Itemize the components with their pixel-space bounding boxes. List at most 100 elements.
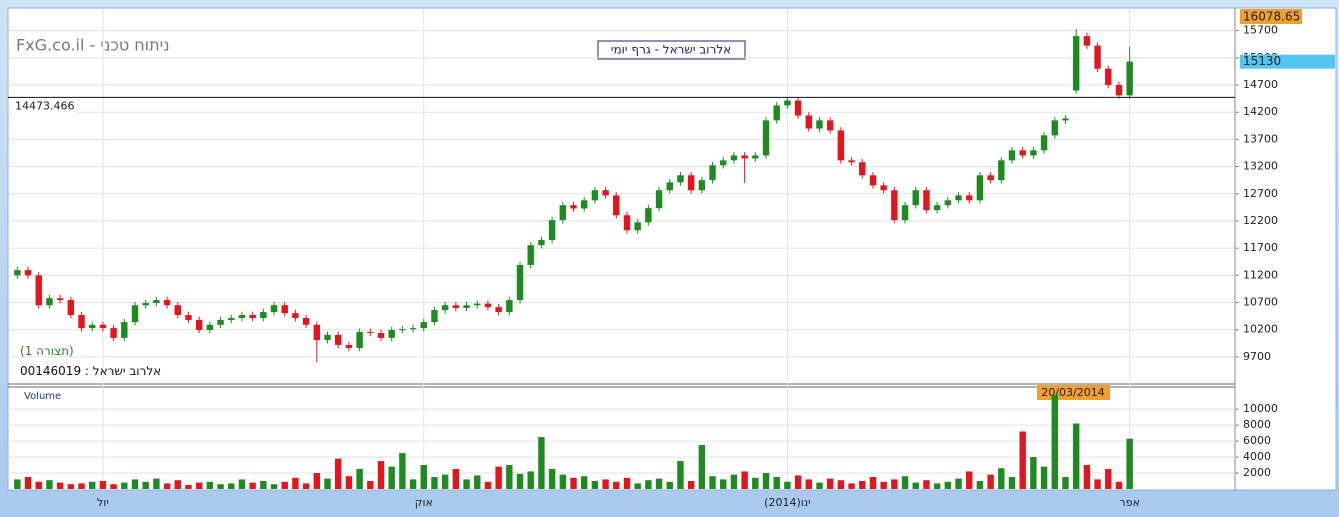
candle-body <box>1008 150 1016 161</box>
volume-bar <box>944 481 952 489</box>
candle-body <box>420 322 427 329</box>
volume-bar <box>1008 477 1016 489</box>
y-tick-label: 10200 <box>1243 323 1278 336</box>
candle-body <box>880 185 887 191</box>
candle-body <box>1072 36 1080 91</box>
volume-bar <box>912 482 919 489</box>
volume-bar <box>709 476 716 489</box>
reference-label-bg <box>12 99 76 114</box>
max-label: 16078.65 <box>1243 10 1300 24</box>
candle-body <box>409 328 417 330</box>
volume-bar <box>260 481 267 489</box>
volume-bar <box>431 477 438 489</box>
candle-body <box>848 160 855 163</box>
volume-bar <box>677 461 684 489</box>
candle-body <box>121 322 128 338</box>
volume-bar <box>976 481 984 489</box>
volume-bar <box>249 482 256 489</box>
candle-body <box>527 245 534 266</box>
volume-bar <box>238 479 246 489</box>
volume-bar <box>399 453 406 489</box>
volume-bar <box>313 473 321 489</box>
y-tick-label: 2000 <box>1243 466 1271 479</box>
candle-body <box>324 334 331 341</box>
volume-bar <box>56 482 64 489</box>
volume-bar <box>228 483 235 489</box>
volume-bar <box>206 481 214 489</box>
chart-title: FxG.co.il - ניתוח טכני <box>16 36 170 55</box>
candle-body <box>56 298 64 301</box>
candle-body <box>46 298 53 306</box>
volume-bar <box>1030 457 1037 489</box>
volume-bar <box>1051 394 1058 489</box>
volume-bar <box>666 481 673 489</box>
candle-body <box>634 222 641 231</box>
volume-bar <box>987 474 994 489</box>
candle-body <box>506 300 513 313</box>
x-tick-label: יול <box>97 496 109 509</box>
candle-body <box>720 160 727 166</box>
candle-body <box>805 115 813 129</box>
candle-body <box>484 303 492 308</box>
volume-label: Volume <box>24 391 61 402</box>
candle-body <box>741 155 748 159</box>
volume-bar <box>452 469 460 489</box>
volume-bar <box>441 474 449 489</box>
volume-bar <box>217 484 224 489</box>
volume-bar <box>559 474 567 489</box>
candle-body <box>912 190 919 206</box>
x-tick-label: (2014)ינו <box>764 496 810 509</box>
volume-bar <box>527 471 534 489</box>
volume-bar <box>720 479 727 489</box>
volume-bar <box>837 480 845 489</box>
candle-body <box>773 105 780 121</box>
volume-bar <box>933 483 941 489</box>
volume-bar <box>687 481 695 489</box>
candle-body <box>399 329 406 331</box>
candle-body <box>195 319 203 330</box>
candle-body <box>131 305 139 323</box>
candle-body <box>816 120 823 129</box>
candle-body <box>334 334 342 345</box>
volume-bar <box>345 476 353 489</box>
candle-body <box>185 315 192 320</box>
volume-bar <box>1126 438 1133 489</box>
volume-bar <box>891 479 898 489</box>
candle-body <box>24 270 32 276</box>
volume-bar <box>24 477 32 489</box>
candle-body <box>730 155 738 161</box>
candle-body <box>153 300 160 304</box>
panel <box>7 7 1337 491</box>
candle-body <box>356 331 363 348</box>
max-label-box <box>1240 9 1302 24</box>
volume-bar <box>302 483 310 489</box>
volume-bar <box>409 479 417 489</box>
candle-body <box>837 130 845 161</box>
candle-body <box>538 239 545 246</box>
y-tick-label: 13700 <box>1243 132 1278 145</box>
reference-label: 14473.466 <box>15 99 75 112</box>
volume-bar <box>377 461 385 489</box>
volume-bar <box>816 482 823 489</box>
y-tick-label: 10000 <box>1243 402 1278 415</box>
volume-bar <box>805 479 813 489</box>
candle-body <box>1094 45 1101 69</box>
y-tick-label: 4000 <box>1243 450 1271 463</box>
volume-bar <box>602 479 609 489</box>
candle-body <box>463 305 470 308</box>
volume-bar <box>174 480 181 489</box>
candle-body <box>452 305 460 308</box>
annotation: 20/03/2014 <box>1041 386 1104 399</box>
candle-body <box>516 265 524 301</box>
volume-bar <box>762 473 770 489</box>
candle-body <box>302 318 310 325</box>
volume-bar <box>966 471 973 489</box>
candle-body <box>933 205 941 211</box>
volume-bar <box>185 485 192 489</box>
volume-bar <box>67 484 75 489</box>
volume-bar <box>121 482 128 489</box>
volume-bar <box>367 481 374 489</box>
candle-body <box>67 300 75 316</box>
volume-bar <box>388 466 395 489</box>
